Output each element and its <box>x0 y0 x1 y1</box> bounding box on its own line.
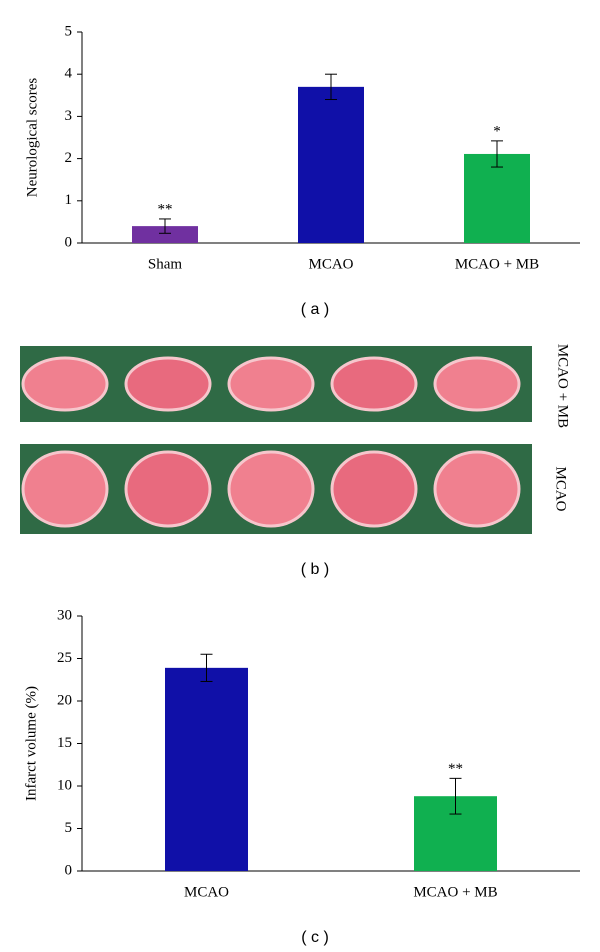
x-tick-label: MCAO + MB <box>413 884 497 900</box>
brain-slice <box>21 356 109 412</box>
row-label: MCAO <box>553 466 569 511</box>
brain-slice <box>124 450 212 528</box>
significance: ** <box>448 761 463 777</box>
y-tick-label: 10 <box>57 777 72 793</box>
brain-slice <box>433 450 521 528</box>
x-tick-label: MCAO <box>184 884 229 900</box>
y-tick-label: 0 <box>65 234 73 250</box>
x-tick-label: MCAO + MB <box>455 256 539 272</box>
significance: * <box>493 123 501 139</box>
y-tick-label: 30 <box>57 607 72 623</box>
brain-slice <box>227 356 315 412</box>
caption: ( a ) <box>301 301 329 318</box>
brain-slice <box>21 450 109 528</box>
bar <box>298 86 364 243</box>
x-tick-label: Sham <box>148 256 183 272</box>
y-tick-label: 20 <box>57 692 72 708</box>
y-tick-label: 2 <box>65 150 73 166</box>
y-tick-label: 3 <box>65 108 73 124</box>
brain-slice <box>124 356 212 412</box>
bar <box>165 667 248 871</box>
y-tick-label: 5 <box>65 820 73 836</box>
caption: ( c ) <box>301 929 329 946</box>
bar <box>464 153 530 243</box>
y-tick-label: 5 <box>65 23 73 39</box>
brain-slice <box>433 356 521 412</box>
brain-slice <box>330 356 418 412</box>
row-label: MCAO + MB <box>555 344 571 428</box>
y-tick-label: 0 <box>65 862 73 878</box>
bar <box>132 226 198 243</box>
y-tick-label: 4 <box>65 66 73 82</box>
y-tick-label: 25 <box>57 650 72 666</box>
y-axis-label: Neurological scores <box>24 78 40 198</box>
y-axis-label: Infarct volume (%) <box>23 686 39 801</box>
brain-slice <box>227 450 315 528</box>
significance: ** <box>158 201 173 217</box>
y-tick-label: 15 <box>57 735 72 751</box>
y-tick-label: 1 <box>65 192 73 208</box>
brain-slice <box>330 450 418 528</box>
x-tick-label: MCAO <box>308 256 353 272</box>
caption: ( b ) <box>301 561 329 578</box>
